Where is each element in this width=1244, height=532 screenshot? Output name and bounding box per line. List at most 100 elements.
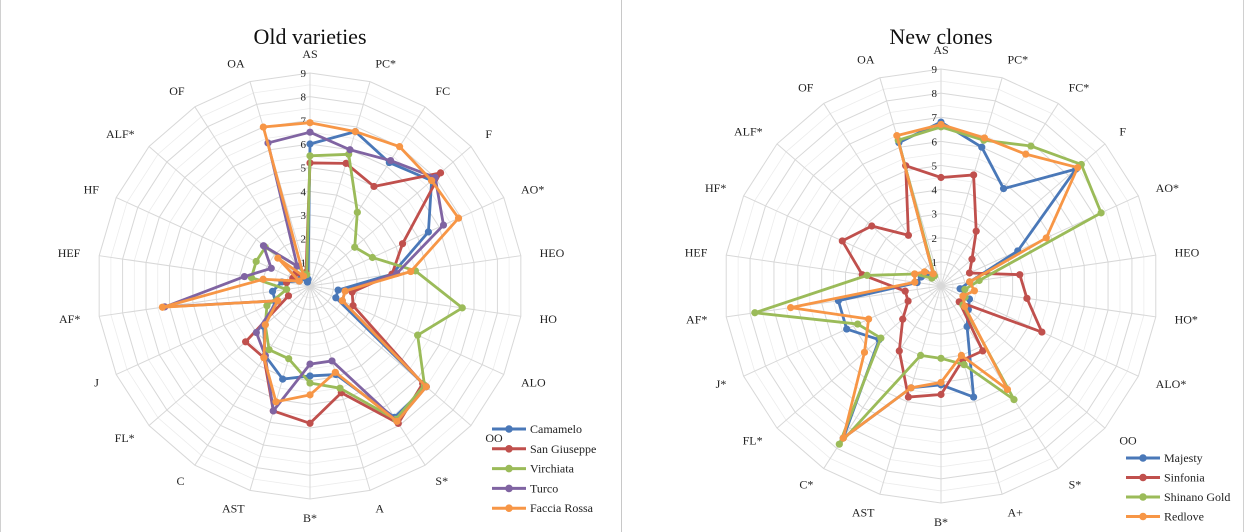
axis-label-alf-star: ALF* [734,124,763,138]
data-point-as [306,140,314,148]
legend-item-sinfonia: Sinfonia [1126,471,1205,485]
data-point-ao-star [1097,209,1105,217]
axis-label-af-star: AF* [686,313,707,327]
chart-title: New clones [889,24,992,49]
axis-label-pc-star: PC* [375,56,396,70]
new-clones-panel: 1 2 3 4 5 6 7 8 9 AS PC* FC* F AO* HEO HO* ALO* OO S* A+ B* A… [622,0,1244,532]
data-point-b-star [937,378,945,387]
legend-label: Sinfonia [1164,471,1205,485]
radar-tick-label: 4 [301,186,307,198]
axis-label-ao-star: AO* [521,183,544,197]
data-point-as [306,119,314,127]
axis-label-fc-star: FC* [1069,80,1090,94]
data-point-as [937,120,945,129]
data-point-j-star [904,297,912,305]
radar-spoke [309,285,472,426]
data-point-fl-star [860,348,869,356]
data-point-c-star [895,347,903,355]
legend: Camamelo San Giuseppe Virchiata Turco Faccia… [492,422,596,515]
legend-label: Shinano Gold [1164,490,1230,504]
data-point-as [937,173,945,182]
radar-tick-label: 7 [932,112,938,124]
data-point-pc-star [346,146,354,154]
data-point-j-star [843,325,851,333]
radar-tick-label: 1 [932,257,938,269]
axis-label-f: F [485,127,492,141]
data-point-alf-star [921,268,929,276]
data-point-alf-star [868,222,876,230]
legend-label: Faccia Rossa [530,501,594,515]
axis-label-hef: HEF [58,246,81,260]
data-point-fc [395,143,404,151]
data-point-fl-star [261,321,269,329]
data-point-c [265,346,273,354]
radar-spoke [776,143,942,287]
data-point-fc [387,156,395,165]
data-point-fl-star [877,334,885,342]
legend-swatch-marker [505,464,513,473]
data-point-hef [863,271,871,279]
data-point-ho [334,286,342,294]
old-varieties-radar-chart: 1 2 3 4 5 6 7 8 9 AS PC* FC F AO* HEO HO ALO OO S* A B* AST C F… [58,24,597,525]
data-point-fc [353,208,361,216]
data-point-c-star [835,440,843,448]
data-point-alo-star [1038,328,1046,336]
data-point-f [968,255,976,263]
axis-label-oa: OA [227,56,245,70]
radar-axis-labels: AS PC* FC* F AO* HEO HO* ALO* OO S* A+ B* AST C* FL* J*… [685,43,1200,529]
legend-label: Turco [530,481,558,495]
data-point-j [263,302,271,310]
legend-swatch-marker [505,484,513,493]
data-point-ast [907,384,915,392]
axis-label-oo: OO [485,431,503,445]
data-point-ast [285,355,293,363]
data-point-fl-star [899,315,907,323]
radar-spoke [194,106,311,287]
data-point-oo [961,302,969,311]
data-point-af-star [751,309,759,317]
radar-spoke [194,285,311,466]
legend-item-camamelo: Camamelo [492,422,582,436]
legend-label: Majesty [1164,451,1203,465]
axis-label-as: AS [302,47,317,61]
data-point-a-plus [970,393,978,401]
data-point-ao-star [965,269,974,277]
radar-tick-label: 5 [932,160,938,172]
data-point-as [306,128,314,136]
data-point-hef [911,278,919,286]
data-point-ao-star [424,228,432,236]
data-point-b-star [306,419,314,427]
axis-label-heo: HEO [1175,245,1200,259]
series-majesty [834,118,1080,442]
data-point-fc-star [972,227,980,235]
data-point-ho-star [970,287,979,295]
axis-label-ast: AST [222,502,245,516]
data-point-pc-star [970,171,978,179]
axis-label-ho: HO [540,312,558,326]
data-point-af-star [158,303,167,311]
data-point-of [300,272,308,280]
data-point-alf-star [259,242,268,250]
data-point-ao-star [1042,234,1050,242]
axis-label-s-star: S* [1069,478,1082,492]
data-point-s-star [393,417,401,425]
radar-spoke [309,106,426,287]
series-redlove [787,120,1082,442]
radar-series [751,118,1105,448]
axis-label-pc-star: PC* [1007,53,1028,67]
data-point-hef [240,272,249,281]
radar-axis-labels: AS PC* FC F AO* HEO HO ALO OO S* A B* AST C FL* J AF* HEF… [58,47,565,525]
axis-label-a: A [375,502,384,516]
data-point-f [436,169,445,177]
radar-tick-label: 8 [301,92,307,104]
data-point-a [328,357,336,365]
axis-label-ast: AST [852,505,875,519]
data-point-pc-star [978,143,986,151]
axis-label-heo: HEO [540,246,565,260]
data-point-ho-star [961,285,969,294]
data-point-f [428,177,436,185]
axis-label-alf-star: ALF* [106,127,135,141]
radar-spoke [309,81,371,287]
axis-label-af-star: AF* [59,312,80,326]
radar-spoke [309,146,472,287]
